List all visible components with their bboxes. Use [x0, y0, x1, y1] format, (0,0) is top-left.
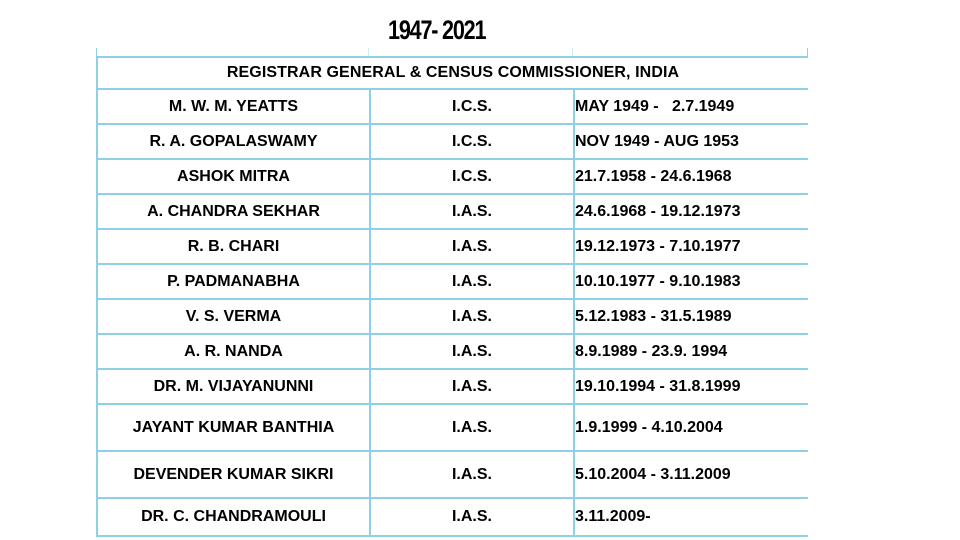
column-stub	[368, 48, 369, 56]
tenure-cell: 5.12.1983 - 31.5.1989	[572, 298, 808, 335]
registrar-table: REGISTRAR GENERAL & CENSUS COMMISSIONER,…	[96, 56, 808, 537]
name-cell: DEVENDER KUMAR SIKRI	[96, 450, 371, 499]
tenure-cell: 19.10.1994 - 31.8.1999	[572, 368, 808, 405]
tenure-cell: NOV 1949 - AUG 1953	[572, 123, 808, 160]
name-cell: JAYANT KUMAR BANTHIA	[96, 403, 371, 452]
name-cell: V. S. VERMA	[96, 298, 371, 335]
tenure-cell: 3.11.2009-	[572, 497, 808, 537]
table-row: JAYANT KUMAR BANTHIA I.A.S. 1.9.1999 - 4…	[96, 403, 808, 452]
table-row: A. CHANDRA SEKHAR I.A.S. 24.6.1968 - 19.…	[96, 193, 808, 230]
service-cell: I.C.S.	[369, 158, 575, 195]
table-row: V. S. VERMA I.A.S. 5.12.1983 - 31.5.1989	[96, 298, 808, 335]
table-row: ASHOK MITRA I.C.S. 21.7.1958 - 24.6.1968	[96, 158, 808, 195]
name-cell: P. PADMANABHA	[96, 263, 371, 300]
page-title: 1947- 2021	[388, 15, 486, 45]
table-row: A. R. NANDA I.A.S. 8.9.1989 - 23.9. 1994	[96, 333, 808, 370]
service-cell: I.A.S.	[369, 298, 575, 335]
registrar-table-container: REGISTRAR GENERAL & CENSUS COMMISSIONER,…	[96, 48, 808, 540]
service-cell: I.C.S.	[369, 123, 575, 160]
name-cell: DR. C. CHANDRAMOULI	[96, 497, 371, 537]
table-row: DEVENDER KUMAR SIKRI I.A.S. 5.10.2004 - …	[96, 450, 808, 499]
table-row: R. A. GOPALASWAMY I.C.S. NOV 1949 - AUG …	[96, 123, 808, 160]
tenure-cell: MAY 1949 - 2.7.1949	[572, 88, 808, 125]
service-cell: I.A.S.	[369, 497, 575, 537]
name-cell: DR. M. VIJAYANUNNI	[96, 368, 371, 405]
name-cell: A. CHANDRA SEKHAR	[96, 193, 371, 230]
table-top-edge	[96, 48, 808, 56]
service-cell: I.A.S.	[369, 263, 575, 300]
column-stub	[572, 48, 573, 56]
tenure-cell: 21.7.1958 - 24.6.1968	[572, 158, 808, 195]
tenure-cell: 24.6.1968 - 19.12.1973	[572, 193, 808, 230]
name-cell: A. R. NANDA	[96, 333, 371, 370]
service-cell: I.A.S.	[369, 368, 575, 405]
table-row: DR. C. CHANDRAMOULI I.A.S. 3.11.2009-	[96, 497, 808, 537]
table-header: REGISTRAR GENERAL & CENSUS COMMISSIONER,…	[96, 56, 808, 90]
table-row: R. B. CHARI I.A.S. 19.12.1973 - 7.10.197…	[96, 228, 808, 265]
name-cell: R. B. CHARI	[96, 228, 371, 265]
table-row: DR. M. VIJAYANUNNI I.A.S. 19.10.1994 - 3…	[96, 368, 808, 405]
name-cell: M. W. M. YEATTS	[96, 88, 371, 125]
service-cell: I.A.S.	[369, 228, 575, 265]
service-cell: I.A.S.	[369, 403, 575, 452]
tenure-cell: 5.10.2004 - 3.11.2009	[572, 450, 808, 499]
name-cell: ASHOK MITRA	[96, 158, 371, 195]
table-row: M. W. M. YEATTS I.C.S. MAY 1949 - 2.7.19…	[96, 88, 808, 125]
name-cell: R. A. GOPALASWAMY	[96, 123, 371, 160]
tenure-cell: 19.12.1973 - 7.10.1977	[572, 228, 808, 265]
tenure-cell: 10.10.1977 - 9.10.1983	[572, 263, 808, 300]
service-cell: I.C.S.	[369, 88, 575, 125]
table-header-row: REGISTRAR GENERAL & CENSUS COMMISSIONER,…	[96, 56, 808, 90]
service-cell: I.A.S.	[369, 193, 575, 230]
service-cell: I.A.S.	[369, 450, 575, 499]
tenure-cell: 1.9.1999 - 4.10.2004	[572, 403, 808, 452]
service-cell: I.A.S.	[369, 333, 575, 370]
tenure-cell: 8.9.1989 - 23.9. 1994	[572, 333, 808, 370]
table-row: P. PADMANABHA I.A.S. 10.10.1977 - 9.10.1…	[96, 263, 808, 300]
